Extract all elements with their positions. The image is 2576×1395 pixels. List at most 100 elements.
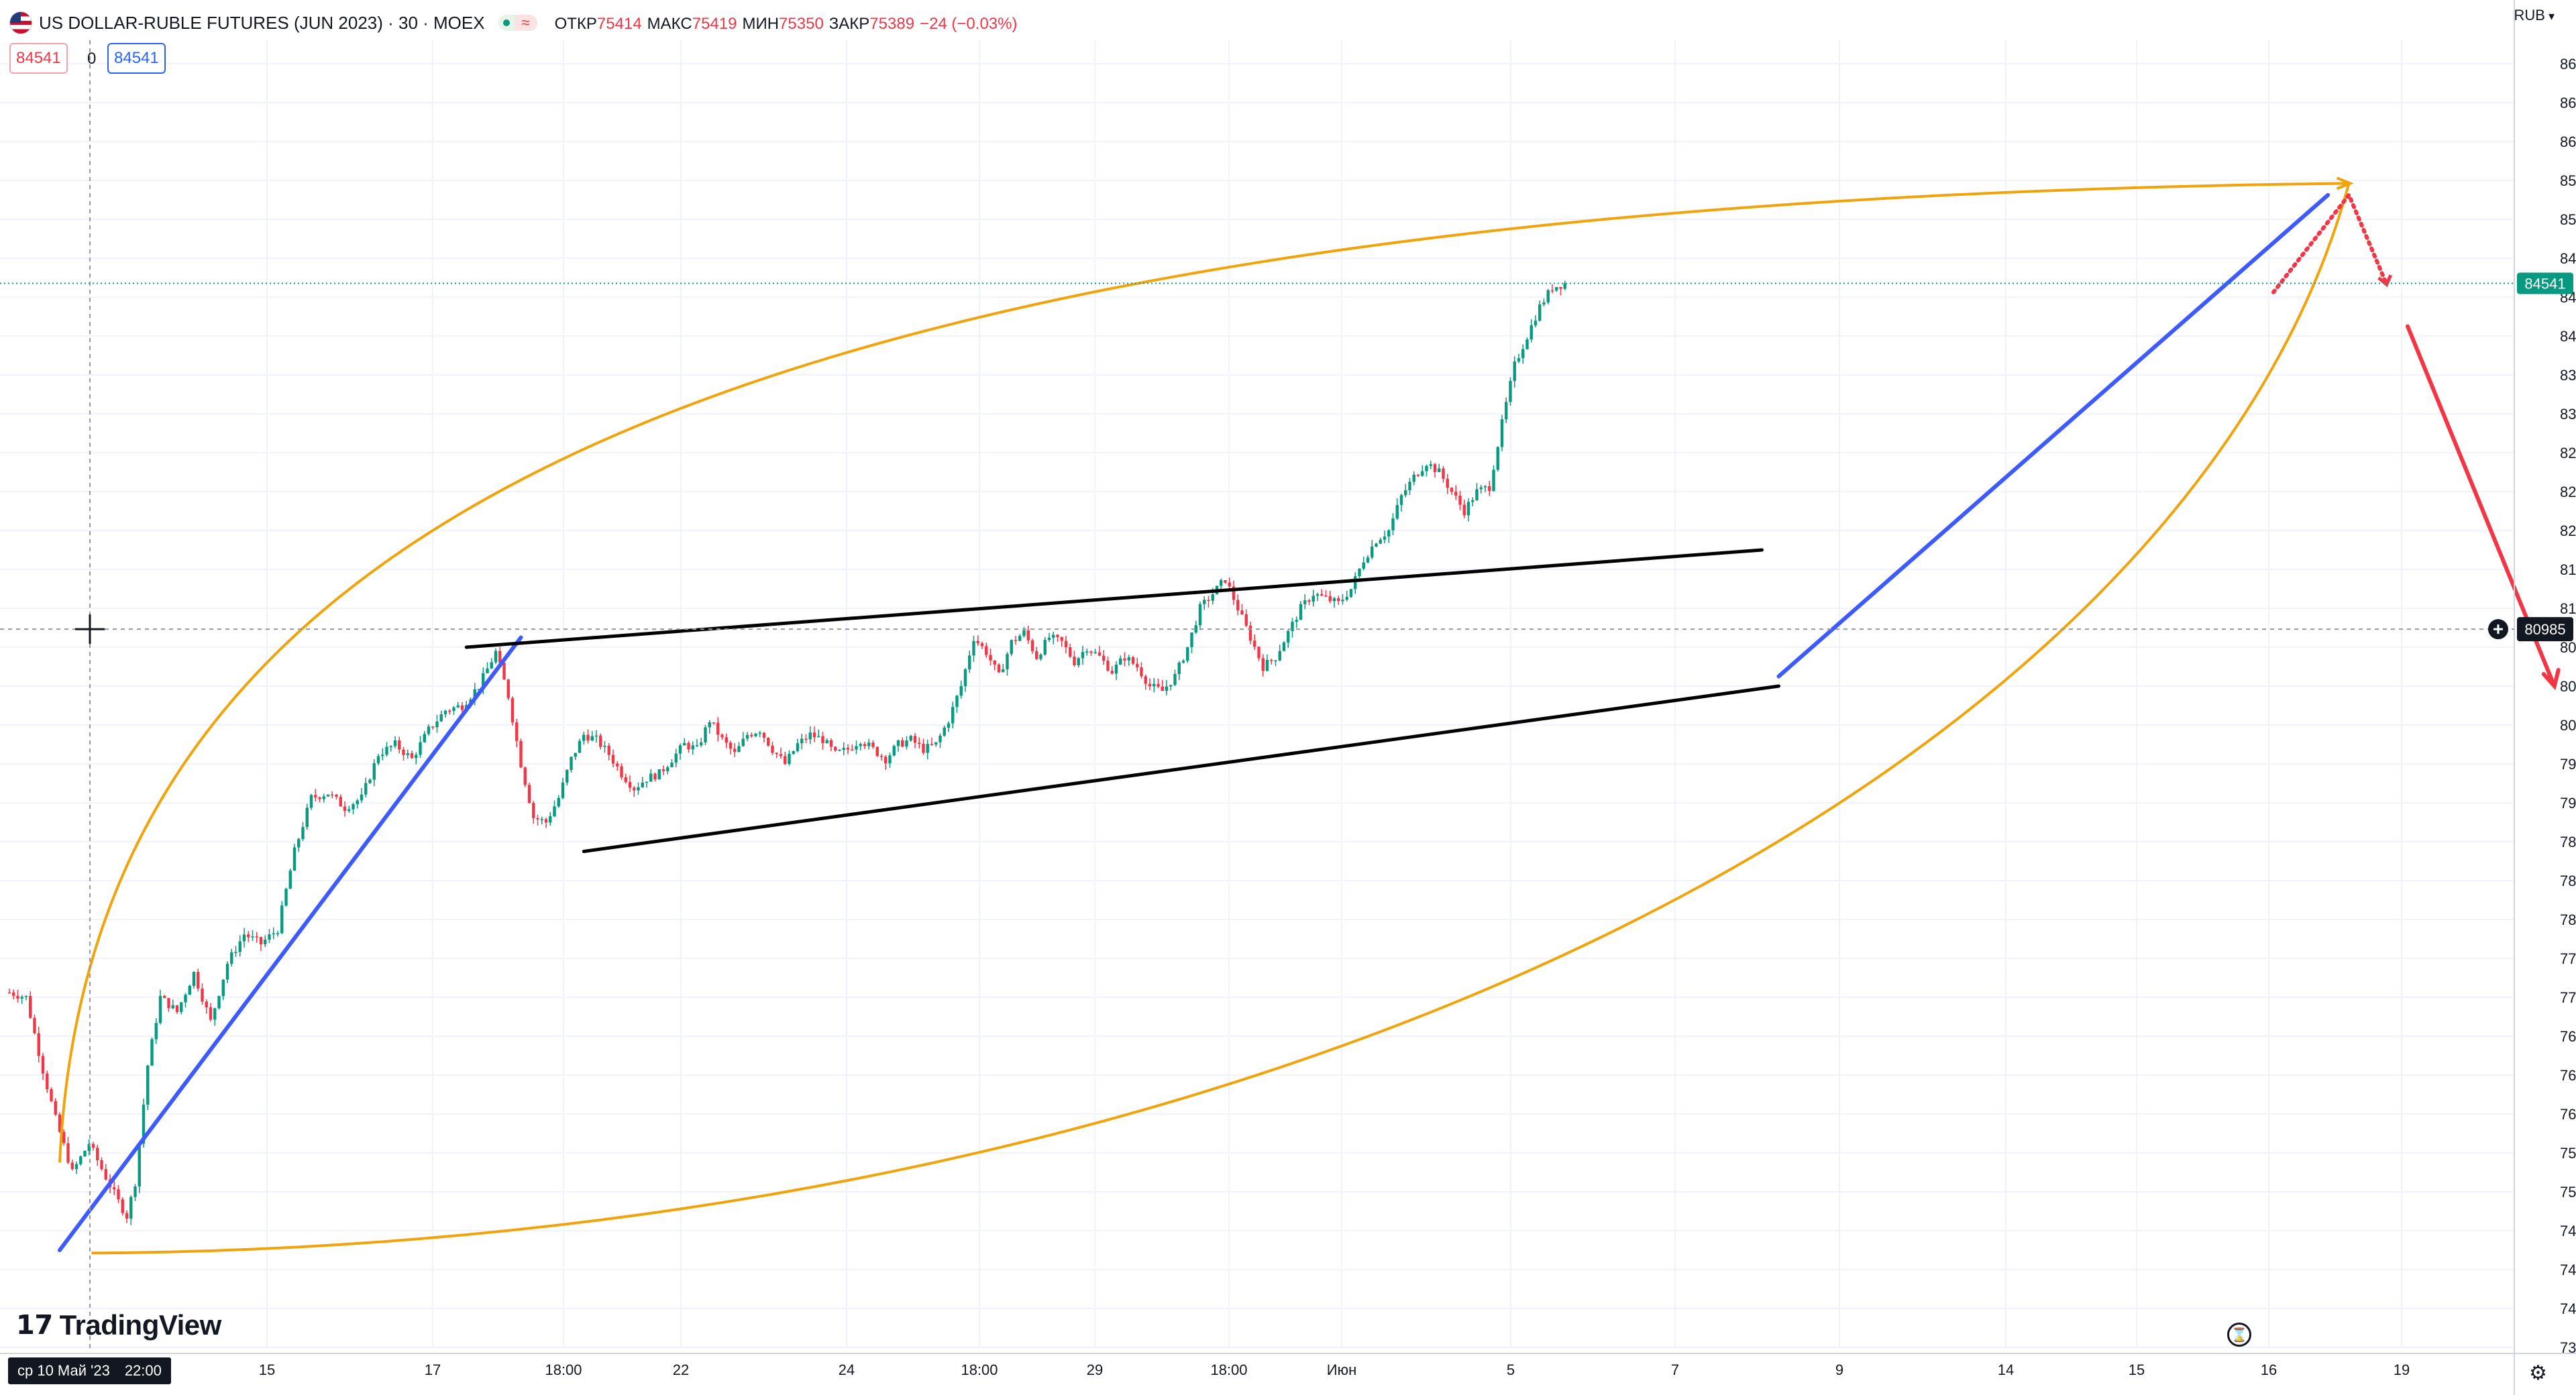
candle-body xyxy=(1307,600,1311,602)
candle-body xyxy=(406,753,409,755)
candle-body xyxy=(884,757,888,764)
y-tick-label: 81600 xyxy=(2560,561,2576,578)
candle-body xyxy=(54,1101,57,1115)
candle-body xyxy=(674,753,678,763)
x-tick-label: 17 xyxy=(425,1361,441,1378)
candle-body xyxy=(653,773,657,780)
candle-body xyxy=(1035,651,1038,659)
candle-body xyxy=(1483,486,1487,488)
candle-body xyxy=(477,689,481,690)
arc-upper[interactable] xyxy=(58,182,2349,1163)
status-dot-icon[interactable] xyxy=(498,15,515,31)
y-tick-label: 82800 xyxy=(2560,445,2576,461)
candle-body xyxy=(138,1143,141,1186)
candle-body xyxy=(1257,647,1260,659)
candle-body xyxy=(985,646,988,655)
candle-body xyxy=(620,766,623,777)
candle-body xyxy=(1462,504,1466,516)
candle-body xyxy=(670,763,674,767)
y-tick-label: 78400 xyxy=(2560,873,2576,889)
forecast-dotted-path[interactable] xyxy=(2271,190,2389,294)
candle-body xyxy=(1211,594,1214,601)
drawings[interactable] xyxy=(58,176,2561,1255)
candle-body xyxy=(1194,625,1197,633)
candle-body xyxy=(1513,361,1516,381)
price-markers: 84541 80985 xyxy=(0,40,2573,1348)
y-tick-label: 77600 xyxy=(2560,950,2576,967)
candle-body xyxy=(712,722,716,724)
candle-body xyxy=(637,787,640,791)
candle-body xyxy=(96,1148,99,1160)
candle-body xyxy=(1114,664,1118,674)
candle-body xyxy=(875,746,879,756)
y-tick-label: 78800 xyxy=(2560,834,2576,850)
candle-body xyxy=(74,1164,78,1169)
candle-body xyxy=(376,756,380,763)
candle-body xyxy=(1224,580,1227,583)
channel-bottom-line[interactable] xyxy=(582,684,1780,853)
y-tick-label: 80400 xyxy=(2560,678,2576,695)
candle-body xyxy=(1538,304,1542,321)
candle-body xyxy=(527,785,531,803)
y-tick-label: 86000 xyxy=(2560,133,2576,150)
candle-body xyxy=(326,794,330,797)
candle-body xyxy=(1244,614,1248,626)
candle-body xyxy=(666,767,669,771)
candle-body xyxy=(87,1143,91,1152)
candle-body xyxy=(700,742,703,746)
y-tick-label: 76800 xyxy=(2560,1028,2576,1045)
candle-body xyxy=(1416,474,1420,476)
candle-body xyxy=(863,744,867,746)
channel-top-line[interactable] xyxy=(464,548,1764,649)
candle-body xyxy=(448,710,451,712)
candle-body xyxy=(1022,630,1026,636)
candle-body xyxy=(1383,536,1387,540)
y-tick-label: 75200 xyxy=(2560,1184,2576,1201)
buy-price-button[interactable]: 84541 xyxy=(107,43,166,74)
candle-body xyxy=(1240,610,1244,615)
candle-body xyxy=(1408,482,1411,490)
y-tick-label: 82000 xyxy=(2560,522,2576,539)
candle-body xyxy=(70,1162,74,1169)
candle-body xyxy=(242,934,246,942)
candle-body xyxy=(1488,486,1491,492)
candle-body xyxy=(1047,637,1051,640)
wave-icon[interactable]: ≈ xyxy=(514,14,537,31)
uptrend-line-2[interactable] xyxy=(1776,192,2330,679)
symbol-title[interactable]: US DOLLAR-RUBLE FUTURES (JUN 2023) · 30 … xyxy=(39,12,485,33)
candle-body xyxy=(419,742,422,755)
uptrend-line-1[interactable] xyxy=(58,635,523,1252)
candle-body xyxy=(259,937,263,945)
candle-body xyxy=(443,710,447,715)
arc-lower[interactable] xyxy=(91,182,2351,1255)
candle-body xyxy=(926,744,929,753)
candle-body xyxy=(896,740,900,746)
hourglass-icon[interactable]: ⌛ xyxy=(2227,1323,2251,1347)
candle-body xyxy=(276,933,280,934)
x-tick-label: 15 xyxy=(2129,1361,2145,1378)
settings-icon[interactable]: ⚙ xyxy=(2529,1362,2547,1384)
candle-body xyxy=(314,795,317,798)
candle-body xyxy=(393,740,397,746)
y-tick-label: 85600 xyxy=(2560,172,2576,189)
candle-body xyxy=(771,745,774,753)
candle-body xyxy=(825,740,828,744)
candle-body xyxy=(594,735,598,737)
candle-body xyxy=(180,1002,183,1012)
candle-body xyxy=(645,781,649,783)
candle-body xyxy=(1014,640,1018,641)
x-tick-label: 7 xyxy=(1671,1361,1679,1378)
candle-body xyxy=(519,740,523,768)
currency-selector[interactable]: RUB xyxy=(2514,7,2555,24)
tradingview-logo[interactable]: 𝟭𝟳 TradingView xyxy=(16,1309,221,1341)
candle-body xyxy=(570,757,573,771)
crosshair-time: 22:00 xyxy=(124,1362,162,1379)
candle-body xyxy=(41,1056,45,1074)
candle-body xyxy=(1030,640,1034,651)
candle-body xyxy=(779,754,783,757)
sell-price-button[interactable]: 84541 xyxy=(9,43,68,74)
candle-body xyxy=(821,736,824,744)
candle-body xyxy=(1391,518,1395,531)
